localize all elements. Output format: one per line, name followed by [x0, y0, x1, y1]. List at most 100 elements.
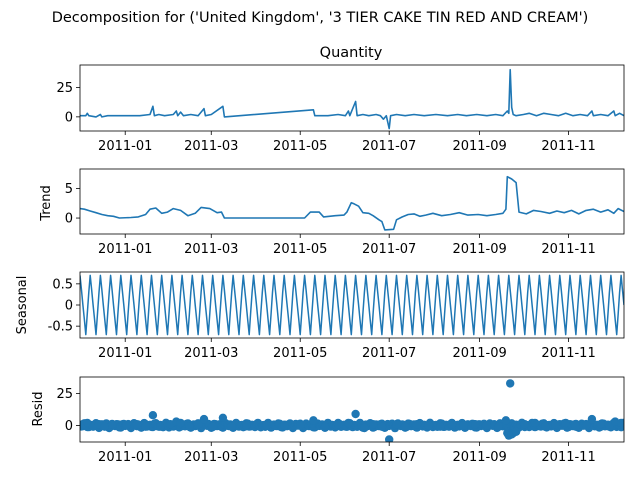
resid-point [227, 422, 236, 431]
resid-point [494, 422, 503, 431]
panel-group: 0 25 2011-01 2011-03 2011-05 2011-07 2011-09 20… [48, 64, 625, 465]
panel-seasonal-data [80, 274, 624, 336]
resid-point [392, 420, 401, 429]
resid-point [218, 413, 228, 422]
x-tick-label: 2011-09 [452, 242, 506, 257]
resid-point [141, 422, 150, 431]
panel-quantity: 0 25 2011-01 2011-03 2011-05 2011-07 2011-09 20… [56, 64, 625, 154]
resid-point [242, 421, 251, 430]
y-tick-label: 0.5 [52, 277, 73, 292]
figure-suptitle: Decomposition for ('United Kingdom', '3 … [52, 10, 589, 26]
resid-point [132, 420, 142, 429]
panel-resid-frame [79, 376, 625, 443]
y-tick-label: -0.5 [48, 320, 73, 335]
resid-point [581, 421, 591, 430]
resid-point [309, 416, 318, 425]
panel-ylabel-trend: Trend [39, 185, 54, 222]
panel-quantity-data [80, 68, 624, 130]
resid-point [520, 420, 529, 429]
y-tick-label: 5 [65, 182, 73, 197]
resid-point [511, 427, 521, 436]
resid-point [482, 421, 492, 430]
resid-point [401, 422, 410, 431]
x-tick-label: 2011-05 [273, 450, 327, 465]
resid-point [360, 423, 369, 433]
x-tick-label: 2011-01 [98, 139, 152, 154]
resid-point [506, 379, 515, 388]
x-tick-label: 2011-09 [452, 450, 506, 465]
x-tick-label: 2011-07 [362, 346, 416, 361]
resid-point [156, 422, 165, 431]
resid-point [296, 421, 305, 430]
resid-point [605, 422, 614, 431]
resid-point [501, 416, 511, 425]
x-tick-label: 2011-11 [541, 346, 595, 361]
y-tick-label: 0 [65, 212, 73, 227]
x-tick-label: 2011-01 [98, 450, 152, 465]
resid-point [459, 421, 468, 430]
x-tick-label: 2011-01 [98, 346, 152, 361]
x-tick-label: 2011-05 [273, 139, 327, 154]
resid-point [208, 422, 217, 431]
resid-point [541, 422, 550, 431]
x-tick-label: 2011-11 [541, 242, 595, 257]
x-tick-label: 2011-11 [541, 139, 595, 154]
resid-point [185, 422, 194, 431]
resid-point [193, 420, 203, 429]
x-tick-label: 2011-05 [273, 242, 327, 257]
panel-quantity-frame [79, 64, 625, 132]
resid-point [351, 409, 360, 419]
series-line-trend [80, 175, 624, 231]
resid-point [176, 418, 185, 428]
x-tick-label: 2011-03 [184, 139, 238, 154]
y-tick-label: 25 [56, 387, 73, 402]
x-tick-label: 2011-09 [452, 139, 506, 154]
y-tick-label: 25 [56, 81, 73, 96]
x-tick-label: 2011-07 [362, 242, 416, 257]
x-tick-label: 2011-11 [541, 450, 595, 465]
resid-point [333, 420, 343, 429]
resid-point [616, 418, 624, 428]
y-tick-label: 0 [65, 419, 73, 434]
resid-point [447, 420, 457, 429]
x-tick-label: 2011-07 [362, 450, 416, 465]
resid-point [100, 422, 110, 431]
panel-ylabel-resid: Resid [31, 391, 46, 426]
resid-point [385, 435, 394, 442]
x-tick-label: 2011-07 [362, 139, 416, 154]
series-line-seasonal [80, 274, 624, 336]
panel-trend-data [80, 175, 624, 231]
x-tick-label: 2011-05 [273, 346, 327, 361]
resid-point [107, 420, 117, 429]
resid-point [596, 420, 605, 429]
resid-point [561, 418, 570, 428]
resid-point [368, 420, 378, 429]
resid-point [571, 422, 581, 431]
series-line-quantity [80, 68, 624, 130]
panel-title-quantity: Quantity [320, 45, 383, 61]
resid-point [530, 418, 540, 428]
panel-trend: 0 5 2011-01 2011-03 2011-05 2011-07 2011-09 201… [65, 168, 625, 257]
x-tick-label: 2011-09 [452, 346, 506, 361]
panel-trend-frame [79, 168, 625, 235]
panel-resid: 0 25 2011-01 2011-03 2011-05 2011-07 2011-09 20… [56, 376, 625, 465]
x-tick-label: 2011-03 [184, 450, 238, 465]
x-tick-label: 2011-03 [184, 346, 238, 361]
panel-resid-data [80, 379, 624, 442]
resid-point [471, 420, 480, 429]
panel-seasonal: -0.5 0 0.5 2011-01 2011-03 2011-05 2011-07 2011… [48, 271, 625, 361]
x-tick-label: 2011-03 [184, 242, 238, 257]
y-tick-label: 0 [65, 299, 73, 314]
resid-point [412, 420, 422, 429]
x-tick-label: 2011-01 [98, 242, 152, 257]
resid-point [551, 420, 560, 429]
resid-point [320, 422, 330, 431]
resid-point [436, 422, 445, 431]
resid-point [587, 414, 597, 424]
resid-point [148, 411, 158, 420]
resid-point [199, 414, 209, 424]
resid-point [122, 421, 131, 430]
resid-point [424, 421, 433, 430]
resid-point [377, 422, 387, 431]
